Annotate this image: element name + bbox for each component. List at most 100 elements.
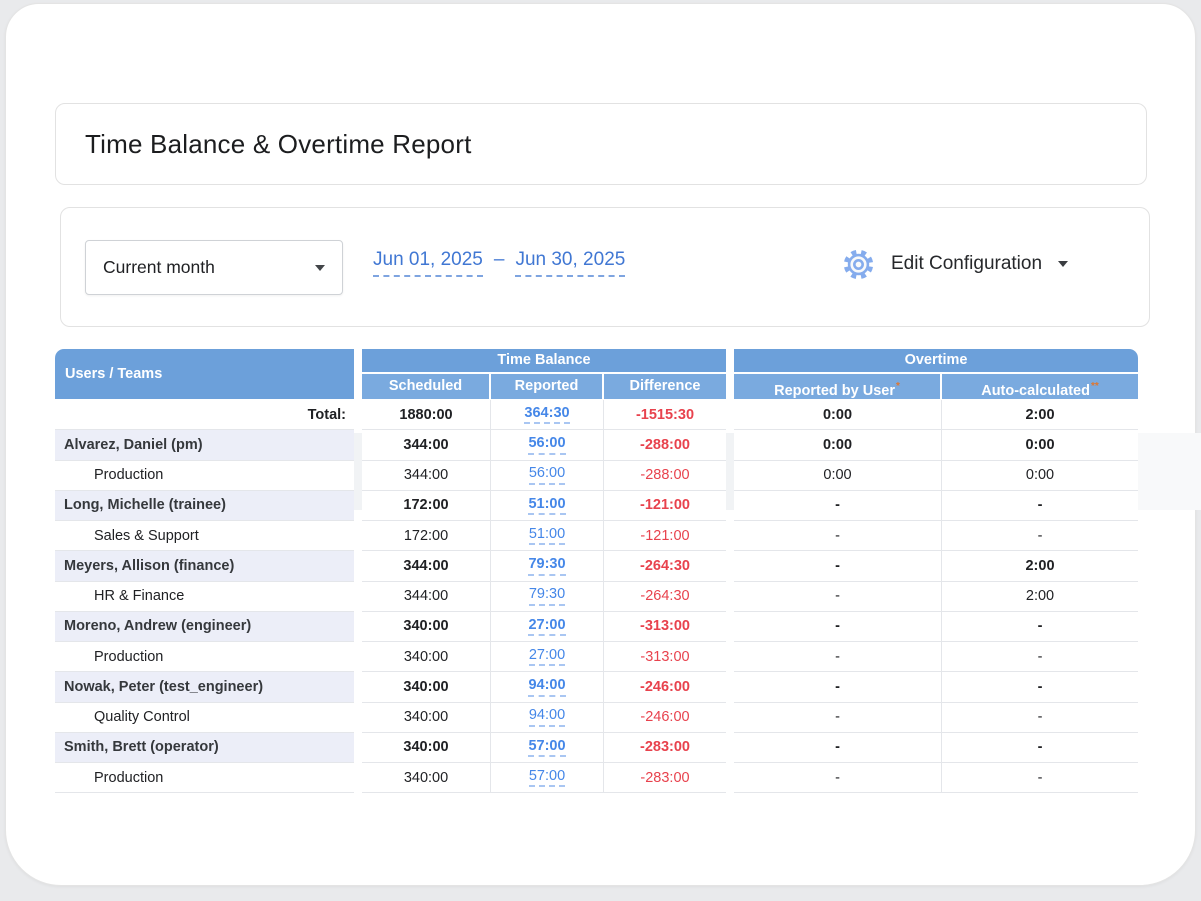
scheduled-cell: 344:00	[362, 461, 490, 490]
reported-cell: 94:00	[490, 702, 603, 732]
overtime-auto-calculated-value: -	[1037, 769, 1043, 786]
user-row: Nowak, Peter (test_engineer)	[55, 672, 354, 703]
scheduled-cell: 1880:00	[362, 400, 490, 429]
overtime-reported-by-user-cell: -	[734, 582, 941, 611]
period-select-value: Current month	[103, 257, 215, 277]
reported-link[interactable]: 364:30	[524, 405, 570, 425]
reported-link[interactable]: 79:30	[528, 556, 566, 576]
reported-link[interactable]: 94:00	[528, 677, 566, 697]
difference-cell: -283:00	[603, 732, 726, 762]
overtime-auto-calculated-cell: -	[941, 763, 1138, 793]
end-date-link[interactable]: Jun 30, 2025	[515, 249, 626, 277]
reported-link[interactable]: 51:00	[528, 496, 566, 516]
difference-value: -288:00	[640, 467, 690, 484]
overtime-auto-calculated-value: 2:00	[1025, 406, 1055, 423]
overtime-reported-by-user-value: -	[835, 557, 840, 574]
overtime-auto-calculated-cell: 2:00	[941, 551, 1138, 581]
reported-link[interactable]: 27:00	[528, 647, 566, 667]
overtime-reported-by-user-cell: -	[734, 491, 941, 520]
scheduled-value: 340:00	[403, 739, 449, 756]
reported-link[interactable]: 56:00	[528, 435, 566, 455]
reported-cell: 364:30	[490, 400, 603, 430]
overtime-row: --	[734, 521, 1138, 552]
overtime-auto-calculated-value: 2:00	[1025, 588, 1055, 605]
period-select[interactable]: Current month	[85, 240, 343, 295]
team-row: HR & Finance	[55, 581, 354, 612]
scheduled-cell: 340:00	[362, 763, 490, 792]
user-row: Smith, Brett (operator)	[55, 732, 354, 763]
reported-by-user-column-header: Reported by User*	[734, 374, 940, 399]
reported-cell: 79:30	[490, 581, 603, 611]
reported-link[interactable]: 56:00	[528, 465, 566, 485]
difference-cell: -1515:30	[603, 400, 726, 430]
reported-link[interactable]: 79:30	[528, 586, 566, 606]
overtime-reported-by-user-value: 0:00	[822, 406, 853, 423]
reported-cell: 56:00	[490, 460, 603, 490]
overtime-row: - 2:00	[734, 581, 1138, 612]
scheduled-cell: 340:00	[362, 642, 490, 671]
overtime-reported-by-user-value: 0:00	[823, 467, 852, 484]
chevron-down-icon	[1058, 261, 1069, 267]
overtime-row: --	[734, 763, 1138, 794]
overtime-reported-by-user-cell: -	[734, 521, 941, 550]
overtime-reported-by-user-cell: -	[734, 612, 941, 641]
time-balance-row: 344:00 79:30 -264:30	[362, 581, 726, 612]
overtime-reported-by-user-value: -	[835, 497, 840, 514]
overtime-auto-calculated-value: -	[1037, 497, 1043, 514]
overtime-reported-by-user-cell: 0:00	[734, 461, 941, 490]
overtime-auto-calculated-value: 0:00	[1025, 436, 1055, 453]
team-row: Sales & Support	[55, 521, 354, 552]
difference-cell: -264:30	[603, 551, 726, 581]
reported-link[interactable]: 57:00	[528, 738, 566, 758]
edit-configuration-button[interactable]: Edit Configuration	[840, 242, 1069, 286]
start-date-link[interactable]: Jun 01, 2025	[373, 249, 483, 277]
scheduled-column-header: Scheduled	[362, 374, 489, 399]
difference-value: -283:00	[640, 769, 690, 786]
gear-icon	[840, 246, 877, 283]
overtime-auto-calculated-cell: -	[941, 521, 1138, 551]
edit-configuration-label: Edit Configuration	[891, 253, 1043, 274]
time-balance-group-header: Time Balance	[362, 349, 726, 372]
time-balance-row: 1880:00 364:30 -1515:30	[362, 400, 726, 431]
scheduled-cell: 344:00	[362, 582, 490, 611]
time-balance-subheaders: Scheduled Reported Difference	[362, 374, 726, 399]
overtime-auto-calculated-cell: -	[941, 611, 1138, 641]
overtime-row: 0:00 2:00	[734, 400, 1138, 431]
reported-link[interactable]: 94:00	[528, 707, 566, 727]
difference-value: -288:00	[640, 436, 690, 453]
overtime-auto-calculated-cell: -	[941, 702, 1138, 732]
footnote-marker: **	[1090, 381, 1099, 392]
overtime-auto-calculated-cell: -	[941, 732, 1138, 762]
difference-value: -121:00	[640, 497, 690, 514]
team-row: Production	[55, 642, 354, 673]
scheduled-value: 340:00	[403, 709, 449, 726]
difference-value: -246:00	[640, 709, 690, 726]
scheduled-value: 340:00	[403, 618, 449, 635]
time-balance-row: 172:00 51:00 -121:00	[362, 490, 726, 521]
time-balance-row: 340:00 57:00 -283:00	[362, 732, 726, 763]
reported-cell: 27:00	[490, 642, 603, 672]
report-title-box: Time Balance & Overtime Report	[55, 103, 1147, 185]
difference-cell: -313:00	[603, 611, 726, 641]
overtime-reported-by-user-value: -	[835, 588, 840, 605]
team-row: Production	[55, 763, 354, 794]
reported-link[interactable]: 57:00	[528, 768, 566, 788]
overtime-auto-calculated-cell: 0:00	[941, 460, 1138, 490]
overtime-auto-calculated-value: -	[1037, 709, 1043, 726]
difference-cell: -288:00	[603, 430, 726, 460]
overtime-reported-by-user-cell: -	[734, 703, 941, 732]
scheduled-value: 344:00	[403, 467, 449, 484]
difference-value: -283:00	[640, 739, 690, 756]
difference-cell: -246:00	[603, 702, 726, 732]
user-row: Alvarez, Daniel (pm)	[55, 430, 354, 461]
overtime-reported-by-user-value: -	[835, 678, 840, 695]
reported-link[interactable]: 51:00	[528, 526, 566, 546]
difference-cell: -283:00	[603, 763, 726, 793]
reported-link[interactable]: 27:00	[528, 617, 566, 637]
scheduled-cell: 172:00	[362, 491, 490, 520]
time-balance-row: 172:00 51:00 -121:00	[362, 521, 726, 552]
time-balance-row: 344:00 56:00 -288:00	[362, 430, 726, 461]
total-row-label: Total:	[55, 400, 354, 431]
difference-value: -121:00	[640, 527, 690, 544]
overtime-row: --	[734, 642, 1138, 673]
